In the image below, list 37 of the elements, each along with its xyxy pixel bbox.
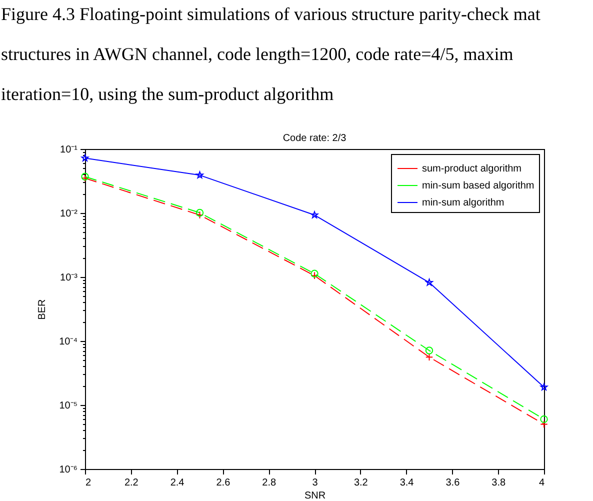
x-tick-label: 2.2 <box>124 478 139 488</box>
y-axis-title: BER <box>37 299 48 320</box>
point <box>540 415 548 424</box>
point <box>425 346 434 354</box>
caption: Figure 4.3 Floating-point simulations of various structure parity-check mat <box>1 4 540 24</box>
point <box>196 211 204 219</box>
text: iteration=10, using the sum-product algorithm <box>1 84 334 104</box>
point <box>540 383 548 390</box>
x-tick-label: 2.8 <box>262 478 276 488</box>
y-tick-label: 10⁻⁴ <box>59 336 78 348</box>
point <box>426 278 433 286</box>
x-tick-label: 2.6 <box>216 478 231 488</box>
point <box>540 420 548 428</box>
legend-label: min-sum algorithm <box>422 198 504 208</box>
legend-label: sum-product algorithm <box>422 164 522 174</box>
y-tick-label: 10⁻⁶ <box>59 464 78 476</box>
y-tick-label: 10⁻² <box>60 208 78 220</box>
x-tick-label: 2.4 <box>170 478 185 488</box>
legend-label: min-sum based algorithm <box>422 180 534 192</box>
chart-title: Code rate: 2/3 <box>282 133 347 144</box>
x-tick-label: 3.2 <box>354 478 368 488</box>
point <box>196 171 204 178</box>
point <box>425 353 434 361</box>
x-tick-label: 3 <box>312 478 318 488</box>
x-tick-label: 3.8 <box>492 478 506 488</box>
x-tick-label: 3.6 <box>446 478 460 488</box>
text: structures in AWGN channel, code length=1200, code rate=4/5, maxim <box>1 44 514 64</box>
y-tick-label: 10⁻⁵ <box>59 400 78 412</box>
x-tick-label: 2 <box>86 478 92 488</box>
x-tick-label: 4 <box>538 478 545 488</box>
point <box>81 154 89 162</box>
y-tick-label: 10⁻¹ <box>60 144 78 156</box>
x-tick-label: 3.4 <box>400 478 414 488</box>
y-tick-label: 10⁻³ <box>60 272 78 284</box>
x-axis-title: SNR <box>304 490 326 501</box>
point <box>196 208 204 217</box>
point <box>310 211 318 218</box>
